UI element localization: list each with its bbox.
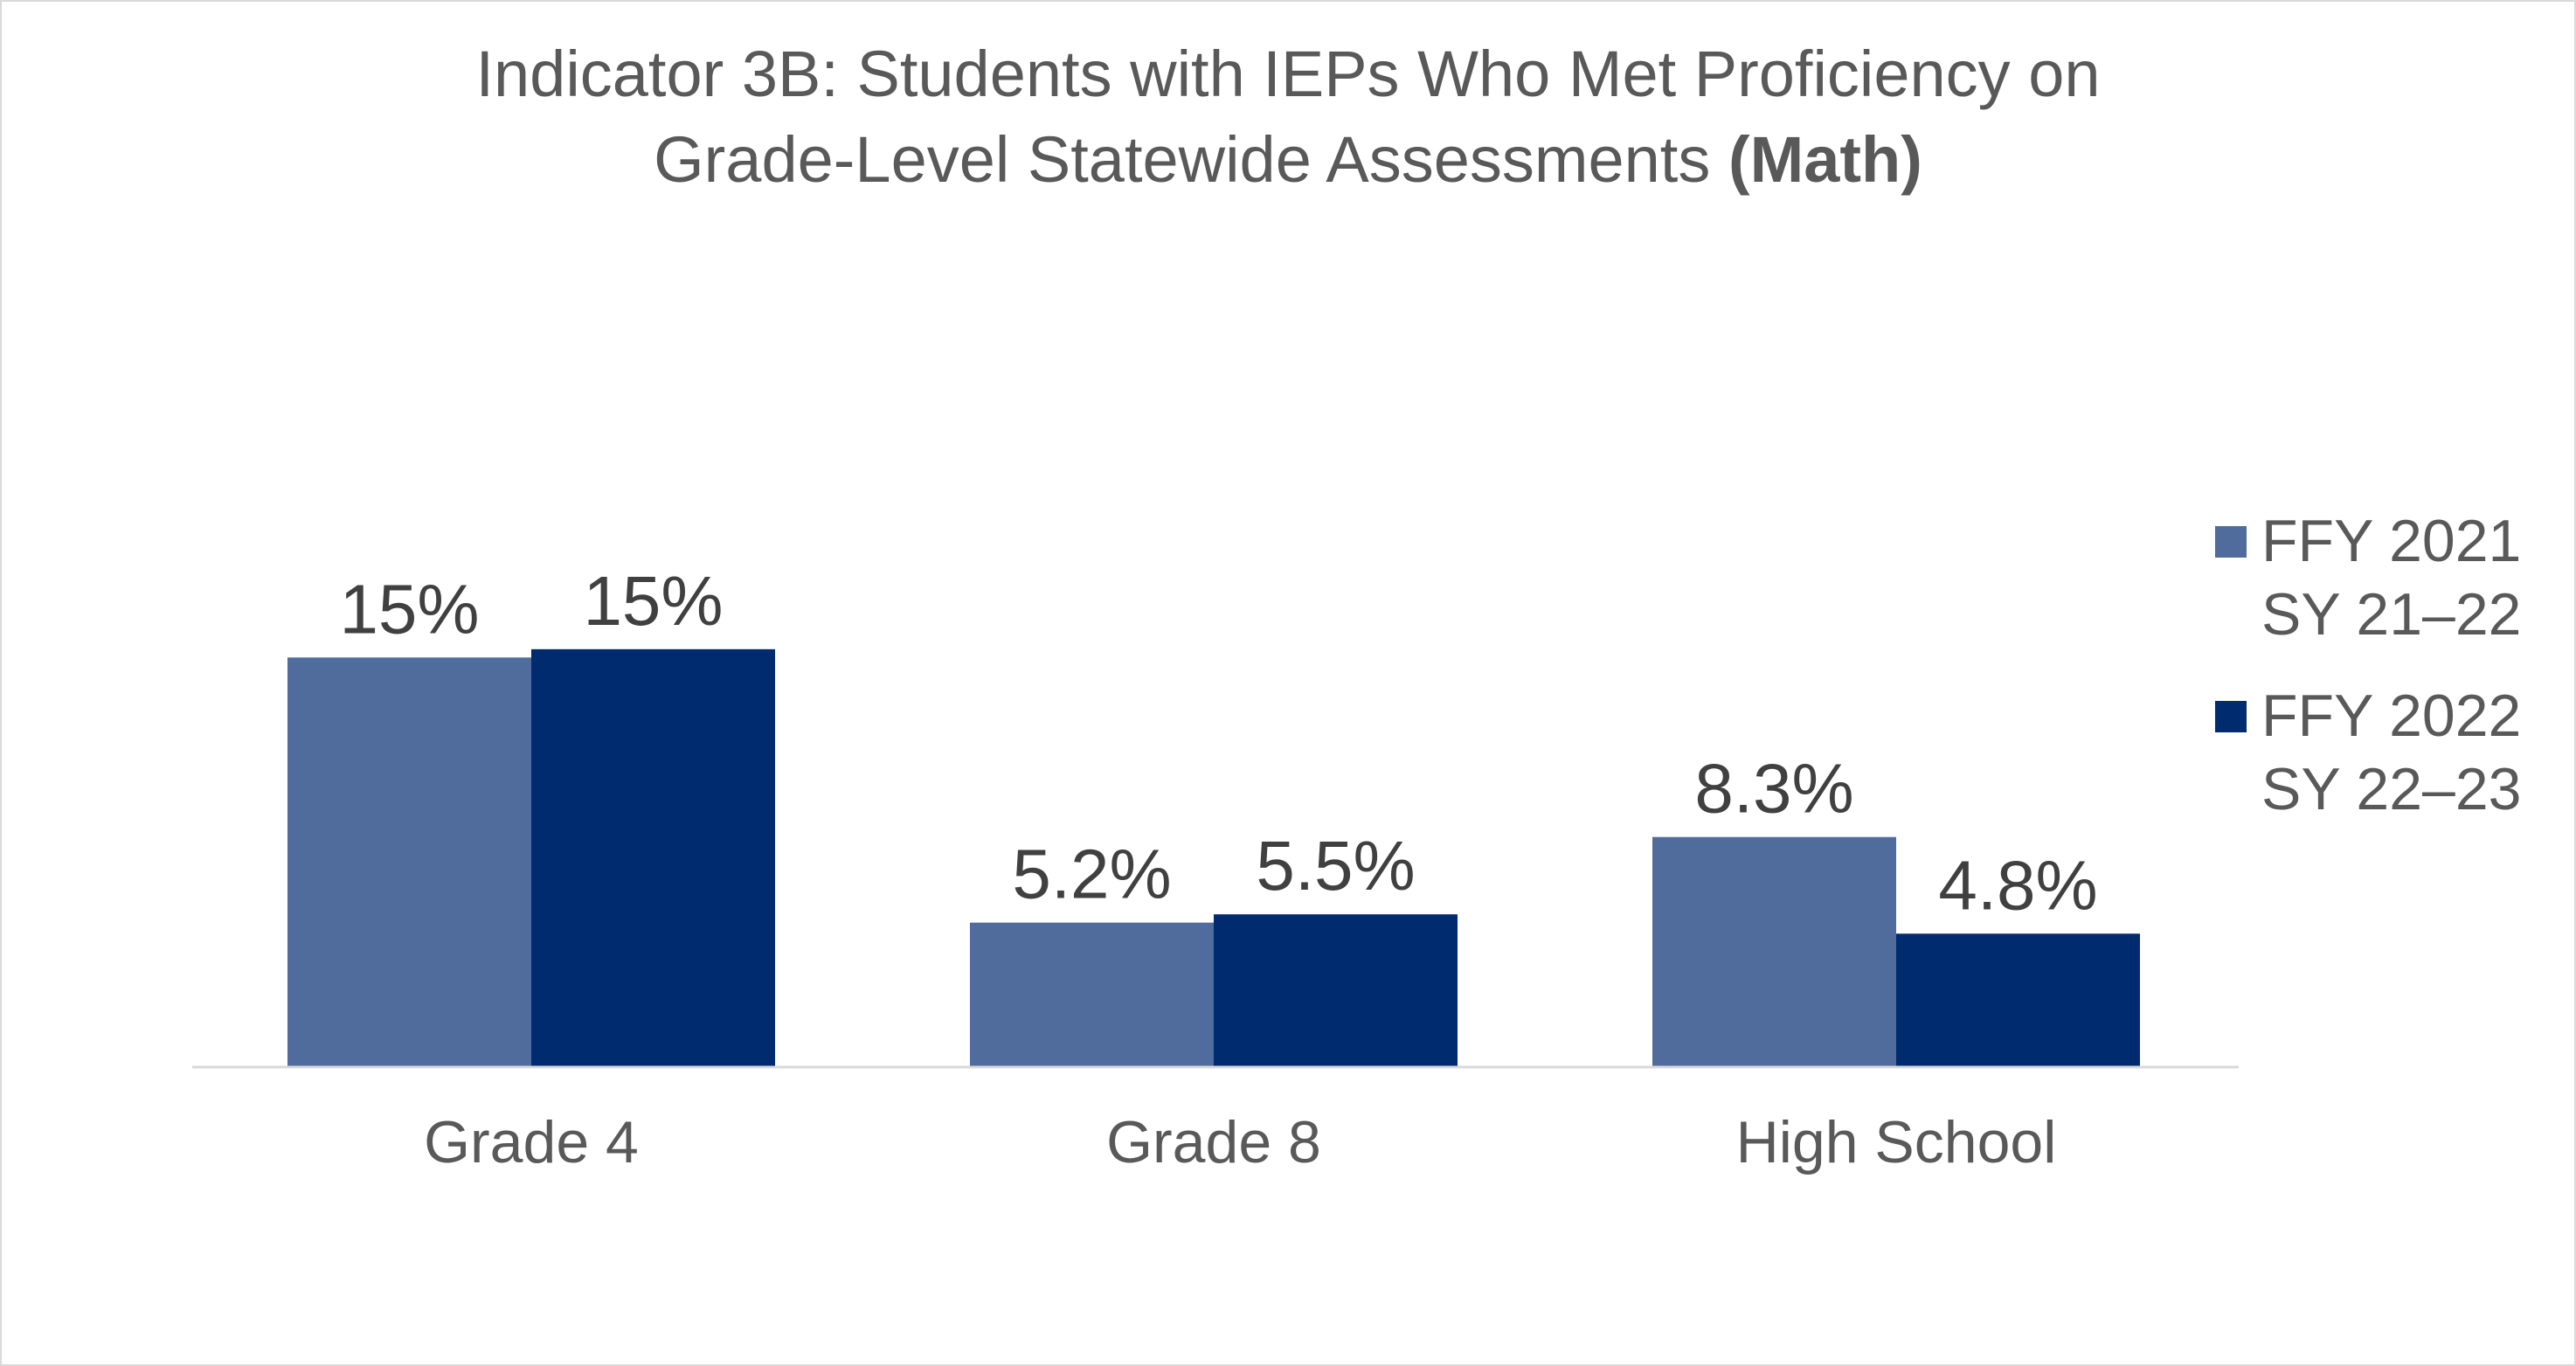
- chart-title-line-2-regular: Grade-Level Statewide Assessments: [654, 123, 1728, 196]
- data-label-series-1-grade-4: 15%: [339, 570, 479, 648]
- bar-series-1-grade-8: [970, 922, 1214, 1066]
- x-tick-label-high-school: High School: [1736, 1109, 2057, 1175]
- data-label-series-2-high-school: 4.8%: [1938, 846, 2097, 924]
- bar-series-1-high-school: [1652, 836, 1896, 1066]
- legend-label-series-2-line-1: FFY 2022: [2261, 683, 2521, 749]
- data-label-series-2-grade-4: 15%: [583, 562, 723, 640]
- chart-title-line-2-bold: (Math): [1728, 123, 1922, 196]
- legend-swatch-series-1: [2215, 526, 2247, 558]
- bar-series-2-high-school: [1896, 933, 2140, 1066]
- chart-title-line-1: Indicator 3B: Students with IEPs Who Met…: [475, 38, 2100, 110]
- chart-title-line-2: Grade-Level Statewide Assessments (Math): [654, 123, 1922, 196]
- legend-label-series-1-line-1: FFY 2021: [2261, 508, 2521, 574]
- legend-swatch-series-2: [2215, 701, 2247, 732]
- plot-area: 15% 5.2% 8.3% 15% 5.5% 4.8% Grade 4 Grade 8 High…: [192, 562, 2239, 1175]
- data-label-series-1-high-school: 8.3%: [1694, 750, 1853, 828]
- legend-label-series-2-line-2: SY 22–23: [2261, 756, 2521, 822]
- bar-series-2-grade-4: [531, 648, 775, 1066]
- data-label-series-2-grade-8: 5.5%: [1256, 827, 1415, 905]
- legend: FFY 2021 SY 21–22 FFY 2022 SY 22–23: [2215, 508, 2521, 822]
- chart-title: Indicator 3B: Students with IEPs Who Met…: [475, 38, 2100, 196]
- bar-series-1-grade-4: [287, 657, 531, 1066]
- legend-label-series-1-line-2: SY 21–22: [2261, 581, 2521, 648]
- data-label-series-1-grade-8: 5.2%: [1012, 836, 1171, 913]
- bar-series-2-grade-8: [1214, 914, 1458, 1066]
- x-tick-label-grade-4: Grade 4: [424, 1109, 639, 1175]
- x-tick-label-grade-8: Grade 8: [1106, 1109, 1321, 1175]
